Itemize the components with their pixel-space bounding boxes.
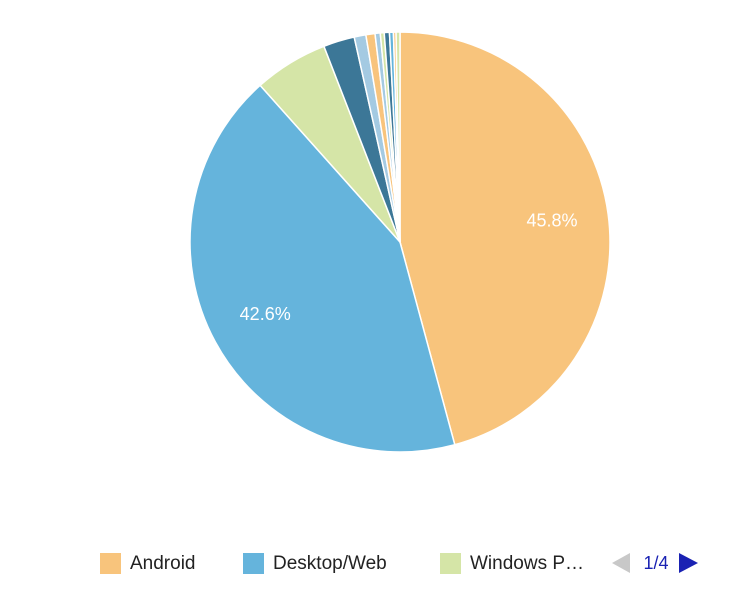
pie-slice [189,84,456,453]
legend-swatch [100,553,121,574]
legend-label: Android [130,553,196,574]
legend-prev[interactable] [612,553,630,573]
pie-slice [395,31,401,243]
legend-next[interactable] [679,553,698,573]
legend-swatch [440,553,461,574]
legend-label: Windows P… [470,553,584,574]
pie-slice [399,31,611,446]
legend-label: Desktop/Web [273,553,387,574]
data-label: 42.6% [240,304,291,324]
legend-page: 1/4 [643,553,668,573]
legend-swatch [243,553,264,574]
data-label: 45.8% [526,211,577,231]
